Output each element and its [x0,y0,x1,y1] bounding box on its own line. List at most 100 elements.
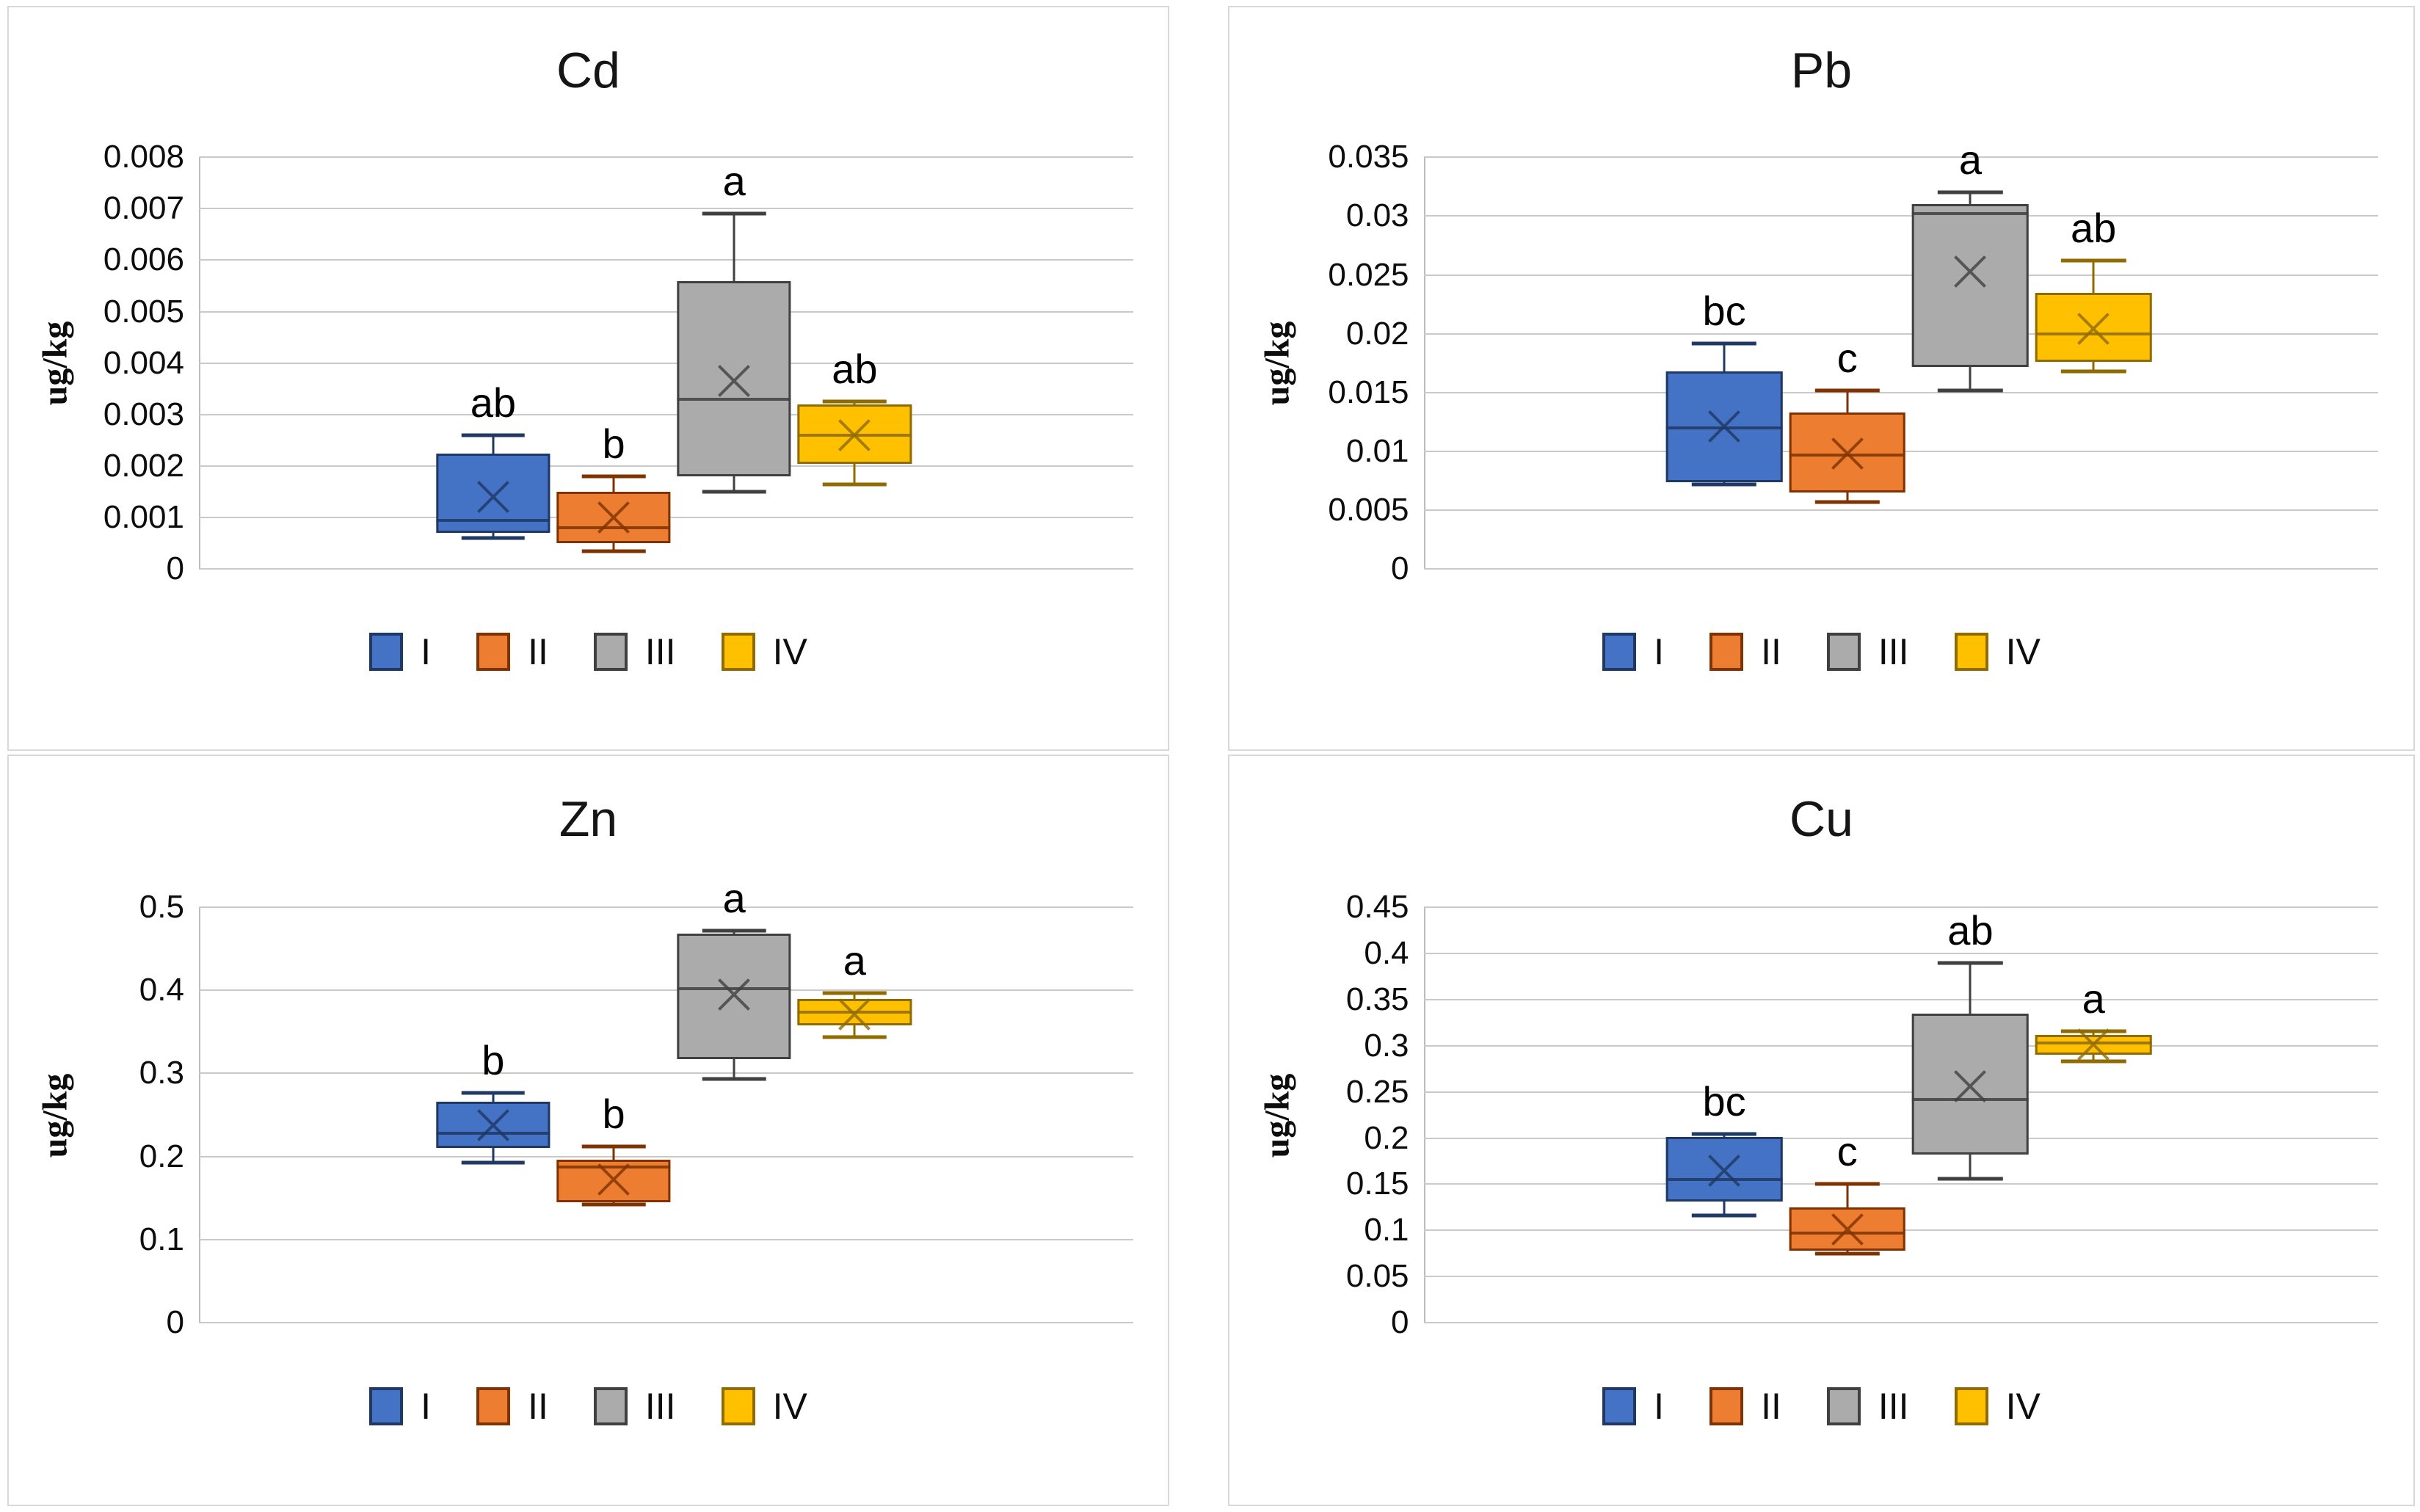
median-line [1665,1178,1783,1182]
legend-swatch [369,1386,404,1425]
whisker-cap-min [1814,1251,1880,1256]
legend-swatch [369,633,404,672]
gridline [1423,998,2378,1000]
median-line [436,518,551,522]
y-tick-label: 0 [166,1304,184,1341]
panel-pb: Pb ug/kg 0.035 0.03 0.025 0.02 0.015 0.01 0.00… [1228,6,2415,751]
whisker-cap-min [702,1077,766,1081]
whisker-cap-min [2060,369,2126,374]
whisker-cap-max [581,474,646,479]
legend-item-IV: IV [721,630,807,673]
gridline [1423,274,2378,276]
whisker-cap-min [581,1202,646,1207]
y-axis-label: ug/kg [1257,1073,1297,1157]
significance-letter: ab [832,346,878,393]
y-tick-label: 0.003 [103,396,184,432]
y-tick-label: 0.2 [139,1138,184,1174]
panel-cd: Cd ug/kg 0.008 0.007 0.006 0.005 0.004 0.003 0… [7,6,1169,751]
whisker-cap-min [1938,388,2003,393]
plot-area: 0.5 0.4 0.3 0.2 0.1 0 b b a a [139,877,1133,1340]
y-tick-label: 0 [1391,1304,1409,1341]
mean-marker [1826,1208,1869,1251]
legend: I II III IV [9,630,1168,673]
significance-letter: b [602,421,625,468]
whisker-cap-max [1938,961,2003,964]
significance-letter: a [2082,975,2105,1022]
chart-title: Pb [1790,42,1853,98]
mean-marker [472,476,515,518]
legend-label: II [528,1385,548,1427]
gridline [1423,509,2378,512]
median-line [677,986,791,990]
gridline [1423,1276,2378,1278]
legend-item-I: I [1602,630,1664,673]
whisker-cap-min [702,490,766,494]
gridline [1423,568,2378,570]
legend-label: I [421,631,432,673]
legend-item-I: I [369,630,431,673]
gridline [198,259,1133,261]
legend-item-I: I [1602,1385,1664,1428]
gridline [1423,332,2378,335]
y-tick-label: 0.05 [1345,1258,1409,1295]
median-line [1912,1097,2029,1101]
median-line [1789,1232,1906,1235]
legend-label: IV [772,631,807,673]
legend-label: III [644,631,676,673]
y-tick-label: 0.4 [1364,934,1409,971]
legend-swatch [1709,633,1744,672]
legend-label: II [528,631,548,673]
legend: I II III IV [9,1385,1168,1428]
whisker-cap-max [461,1091,526,1094]
gridline [1423,156,2378,159]
whisker-cap-min [1814,500,1880,504]
legend-swatch [1826,633,1861,672]
legend-label: IV [772,1385,807,1427]
whisker-cap-max [2060,258,2126,263]
y-axis-line [1423,907,1425,1323]
mean-marker [833,414,876,457]
legend-label: I [1654,631,1665,673]
legend-swatch [1602,633,1637,672]
chart-title: Cd [556,42,620,98]
legend-swatch [1954,633,1988,672]
whisker-cap-max [461,433,526,437]
whisker-cap-max [823,399,887,404]
legend-item-II: II [476,630,548,673]
gridline [1423,1183,2378,1185]
whisker-cap-max [1691,1132,1757,1136]
gridline [198,413,1133,415]
legend-item-II: II [476,1385,548,1428]
legend-label: IV [2005,631,2041,673]
y-tick-label: 0.004 [103,344,184,381]
gridline [198,568,1133,570]
y-tick-label: 0.008 [103,139,184,175]
significance-letter: ab [2071,205,2117,252]
y-tick-label: 0.45 [1345,889,1409,926]
whisker-cap-min [823,482,887,487]
legend-label: I [1654,1385,1665,1427]
legend-swatch [476,1386,511,1425]
y-axis-label: ug/kg [35,321,75,406]
legend-label: I [421,1385,432,1427]
y-tick-label: 0.015 [1328,374,1409,410]
legend-item-III: III [1826,1385,1909,1428]
y-tick-label: 0.4 [139,972,184,1008]
median-line [556,526,671,530]
y-tick-label: 0.002 [103,448,184,484]
legend-item-II: II [1709,630,1781,673]
whisker-cap-min [1691,1213,1757,1218]
mean-marker [592,496,635,539]
legend: I II III IV [1229,630,2413,673]
legend-label: III [1878,631,1909,673]
plot-area: 0.008 0.007 0.006 0.005 0.004 0.003 0.002 0.001… [103,139,1133,586]
y-tick-label: 0.01 [1345,433,1409,469]
panel-zn: Zn ug/kg 0.5 0.4 0.3 0.2 0.1 0 b b a a I II III IV [7,755,1169,1506]
mean-marker [592,1158,635,1201]
mean-marker [1703,405,1745,448]
significance-letter: a [1958,137,1983,183]
mean-marker [833,993,876,1036]
legend-item-I: I [369,1385,431,1428]
chart-title: Cu [1789,790,1853,847]
